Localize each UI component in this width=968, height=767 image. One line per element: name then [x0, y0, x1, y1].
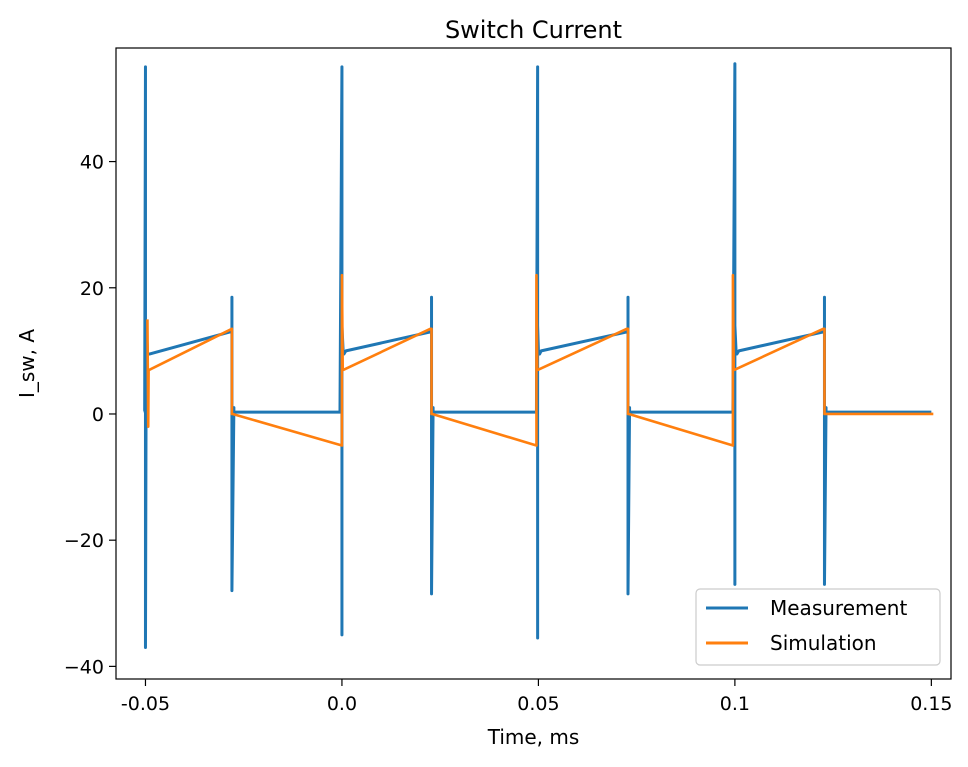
y-tick-label: −20 [64, 530, 104, 552]
legend: Measurement Simulation [695, 588, 941, 666]
series-line-measurement [143, 62, 932, 649]
chart-title: Switch Current [445, 16, 622, 44]
y-tick-label: 40 [80, 152, 104, 174]
x-axis-label: Time, ms [487, 725, 580, 749]
x-tick-label: -0.05 [121, 693, 170, 715]
x-axis-ticks: -0.05 0.0 0.05 0.1 0.15 [121, 679, 953, 715]
y-tick-label: −40 [64, 656, 104, 678]
plot-area [143, 62, 934, 649]
legend-label-measurement: Measurement [770, 596, 907, 620]
axes-frame [115, 47, 952, 680]
x-tick-label: 0.1 [720, 693, 750, 715]
y-axis-label: I_sw, A [15, 329, 39, 398]
legend-label-simulation: Simulation [770, 631, 877, 655]
y-axis-ticks: −40 −20 0 20 40 [64, 152, 116, 678]
x-tick-label: 0.05 [517, 693, 559, 715]
x-tick-label: 0.0 [327, 693, 357, 715]
y-tick-label: 0 [92, 404, 104, 426]
series-line-simulation [146, 273, 934, 447]
legend-box [695, 588, 941, 666]
y-tick-label: 20 [80, 278, 104, 300]
x-tick-label: 0.15 [910, 693, 952, 715]
